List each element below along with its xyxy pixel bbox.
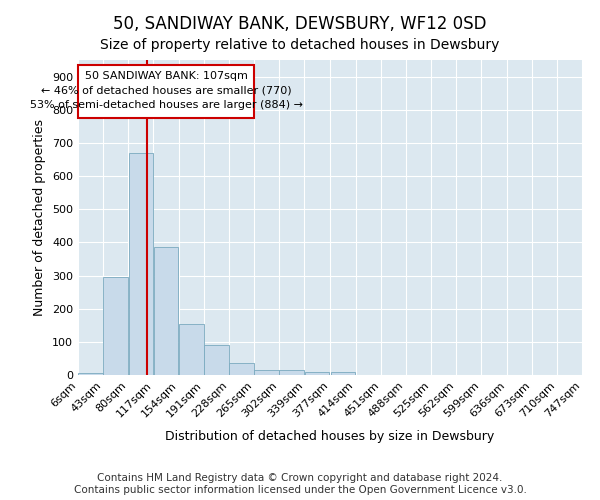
Text: 50 SANDIWAY BANK: 107sqm: 50 SANDIWAY BANK: 107sqm (85, 70, 248, 81)
Text: Contains HM Land Registry data © Crown copyright and database right 2024.
Contai: Contains HM Land Registry data © Crown c… (74, 474, 526, 495)
Y-axis label: Number of detached properties: Number of detached properties (34, 119, 46, 316)
FancyBboxPatch shape (78, 65, 254, 118)
Text: ← 46% of detached houses are smaller (770): ← 46% of detached houses are smaller (77… (41, 85, 292, 95)
Bar (204, 345, 229, 375)
X-axis label: Distribution of detached houses by size in Dewsbury: Distribution of detached houses by size … (166, 430, 494, 443)
Bar (179, 324, 203, 375)
Bar (103, 277, 128, 375)
Bar (254, 370, 279, 375)
Bar (128, 153, 154, 375)
Text: Size of property relative to detached houses in Dewsbury: Size of property relative to detached ho… (100, 38, 500, 52)
Text: 53% of semi-detached houses are larger (884) →: 53% of semi-detached houses are larger (… (29, 100, 302, 110)
Bar (331, 372, 355, 375)
Bar (229, 362, 254, 375)
Bar (305, 372, 329, 375)
Bar (154, 248, 178, 375)
Bar (280, 370, 304, 375)
Bar (78, 374, 103, 375)
Text: 50, SANDIWAY BANK, DEWSBURY, WF12 0SD: 50, SANDIWAY BANK, DEWSBURY, WF12 0SD (113, 15, 487, 33)
